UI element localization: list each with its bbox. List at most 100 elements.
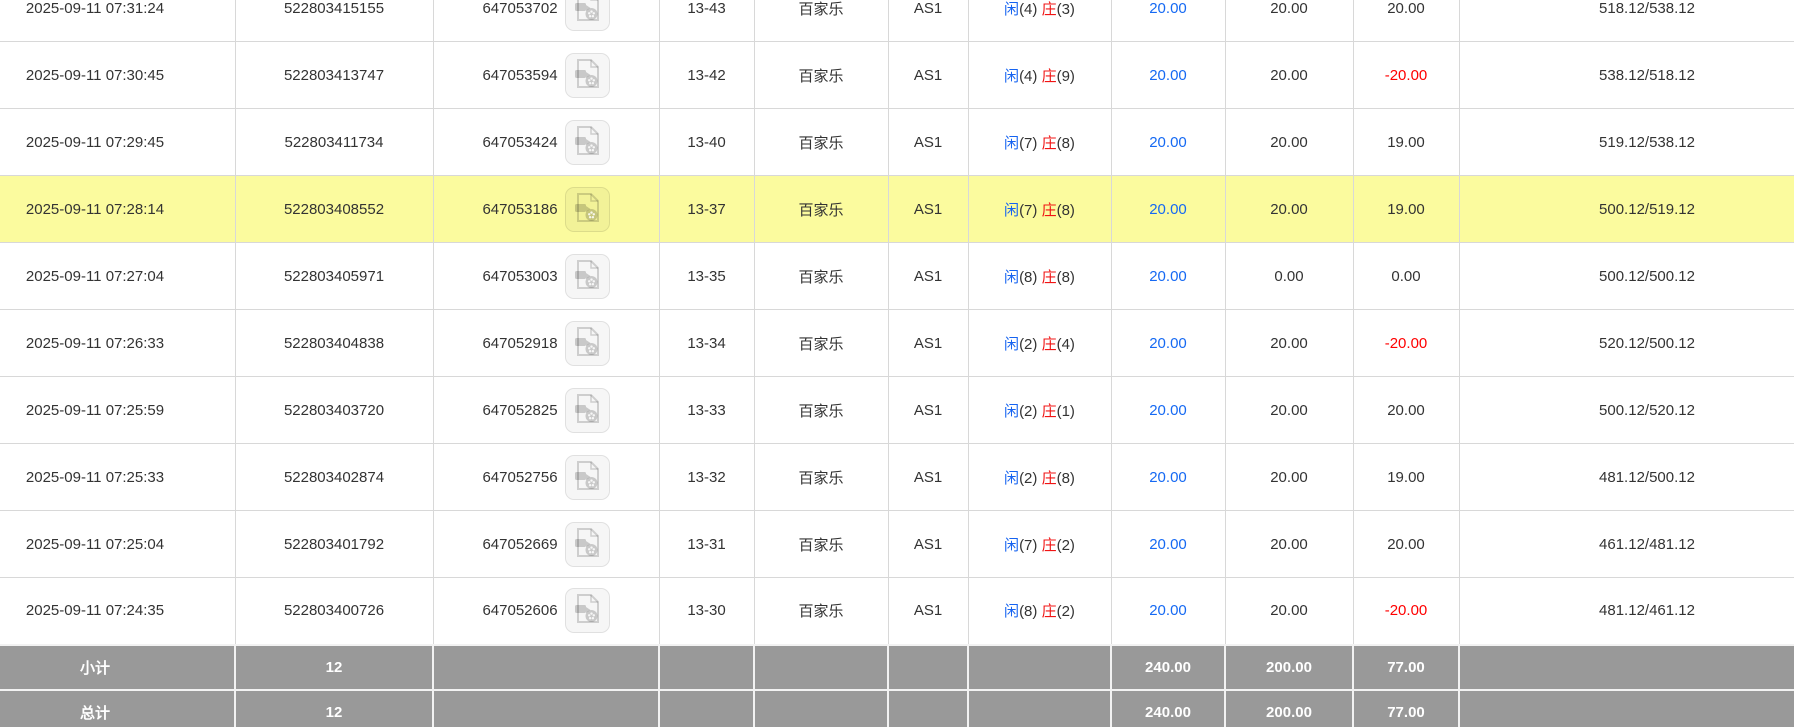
- summary-empty-cell: [753, 643, 889, 691]
- bet-amount-link[interactable]: 20.00: [1149, 602, 1187, 620]
- bet-amount-link[interactable]: 20.00: [1149, 267, 1187, 285]
- video-replay-button[interactable]: [564, 588, 610, 634]
- cell-game-name: 百家乐: [753, 41, 889, 109]
- video-replay-button[interactable]: [564, 253, 610, 299]
- video-replay-button[interactable]: [564, 119, 610, 165]
- cell-game-result: 闲(8) 庄(8): [967, 242, 1112, 310]
- cell-round-number: 13-34: [658, 309, 755, 377]
- banker-points: (2): [1056, 536, 1075, 554]
- cell-round-number: 13-33: [658, 376, 755, 444]
- cell-table-name: AS1: [887, 108, 969, 176]
- bet-amount-link[interactable]: 20.00: [1149, 401, 1187, 419]
- player-result-label: 闲: [1004, 268, 1020, 286]
- cell-win-loss: 19.00: [1352, 175, 1460, 243]
- banker-result-label: 庄: [1041, 67, 1057, 85]
- cell-balance: 538.12/518.12: [1458, 41, 1794, 109]
- bet-amount-link[interactable]: 20.00: [1149, 468, 1187, 486]
- cell-bet-amount: 20.00: [1110, 0, 1226, 42]
- cell-bet-time: 2025-09-11 07:25:04: [0, 510, 236, 578]
- player-points: (8): [1019, 268, 1038, 286]
- bet-record-row[interactable]: 2025-09-11 07:24:35 522803400726 647052606…: [0, 577, 1794, 645]
- video-replay-button[interactable]: [564, 320, 610, 366]
- video-replay-button[interactable]: [564, 52, 610, 98]
- bet-record-row[interactable]: 2025-09-11 07:25:04 522803401792 647052669…: [0, 510, 1794, 578]
- cell-game-id: 647053186: [432, 175, 660, 243]
- banker-points: (8): [1056, 201, 1075, 219]
- bet-record-row[interactable]: 2025-09-11 07:31:24 522803415155 647053702…: [0, 0, 1794, 42]
- bet-record-row[interactable]: 2025-09-11 07:25:59 522803403720 647052825…: [0, 376, 1794, 444]
- cell-balance: 500.12/520.12: [1458, 376, 1794, 444]
- player-points: (7): [1019, 134, 1038, 152]
- summary-empty-cell: [1458, 643, 1794, 691]
- cell-balance: 481.12/500.12: [1458, 443, 1794, 511]
- video-replay-button[interactable]: [564, 0, 610, 31]
- bet-amount-link[interactable]: 20.00: [1149, 66, 1187, 84]
- cell-game-id: 647052918: [432, 309, 660, 377]
- bet-record-row[interactable]: 2025-09-11 07:28:14 522803408552 647053186…: [0, 175, 1794, 243]
- cell-round-number: 13-40: [658, 108, 755, 176]
- player-points: (7): [1019, 201, 1038, 219]
- cell-bet-id: 522803408552: [234, 175, 434, 243]
- game-id-text: 647052669: [482, 535, 558, 553]
- cell-bet-id: 522803405971: [234, 242, 434, 310]
- banker-points: (9): [1056, 67, 1075, 85]
- summary-empty-cell: [658, 688, 755, 727]
- summary-win-loss-total: 77.00: [1352, 688, 1460, 727]
- bet-amount-link[interactable]: 20.00: [1149, 334, 1187, 352]
- bet-record-row[interactable]: 2025-09-11 07:30:45 522803413747 647053594…: [0, 41, 1794, 109]
- cell-round-number: 13-37: [658, 175, 755, 243]
- cell-bet-time: 2025-09-11 07:29:45: [0, 108, 236, 176]
- cell-win-loss: 0.00: [1352, 242, 1460, 310]
- cell-bet-time: 2025-09-11 07:24:35: [0, 577, 236, 645]
- cell-table-name: AS1: [887, 41, 969, 109]
- summary-count: 12: [234, 643, 434, 691]
- cell-valid-amount: 20.00: [1224, 41, 1354, 109]
- cell-valid-amount: 20.00: [1224, 108, 1354, 176]
- player-result-label: 闲: [1004, 134, 1020, 152]
- bet-amount-link[interactable]: 20.00: [1149, 133, 1187, 151]
- bet-record-row[interactable]: 2025-09-11 07:26:33 522803404838 647052918…: [0, 309, 1794, 377]
- cell-game-name: 百家乐: [753, 510, 889, 578]
- video-replay-icon: [574, 326, 601, 361]
- cell-bet-amount: 20.00: [1110, 108, 1226, 176]
- video-replay-button[interactable]: [564, 521, 610, 567]
- cell-balance: 519.12/538.12: [1458, 108, 1794, 176]
- banker-result-label: 庄: [1041, 536, 1057, 554]
- cell-bet-time: 2025-09-11 07:30:45: [0, 41, 236, 109]
- video-replay-icon: [574, 393, 601, 428]
- bet-record-row[interactable]: 2025-09-11 07:27:04 522803405971 647053003…: [0, 242, 1794, 310]
- banker-points: (4): [1056, 335, 1075, 353]
- cell-table-name: AS1: [887, 0, 969, 42]
- cell-bet-id: 522803404838: [234, 309, 434, 377]
- video-replay-icon: [574, 593, 601, 628]
- banker-result-label: 庄: [1041, 268, 1057, 286]
- cell-game-id: 647052669: [432, 510, 660, 578]
- cell-valid-amount: 20.00: [1224, 376, 1354, 444]
- bet-amount-link[interactable]: 20.00: [1149, 535, 1187, 553]
- summary-empty-cell: [432, 688, 660, 727]
- cell-game-result: 闲(2) 庄(1): [967, 376, 1112, 444]
- summary-empty-cell: [432, 643, 660, 691]
- cell-bet-time: 2025-09-11 07:27:04: [0, 242, 236, 310]
- cell-balance: 520.12/500.12: [1458, 309, 1794, 377]
- cell-game-result: 闲(7) 庄(8): [967, 175, 1112, 243]
- banker-result-label: 庄: [1041, 469, 1057, 487]
- cell-table-name: AS1: [887, 510, 969, 578]
- bet-amount-link[interactable]: 20.00: [1149, 0, 1187, 17]
- cell-game-id: 647052606: [432, 577, 660, 645]
- player-result-label: 闲: [1004, 536, 1020, 554]
- video-replay-button[interactable]: [564, 454, 610, 500]
- bet-record-row[interactable]: 2025-09-11 07:25:33 522803402874 647052756…: [0, 443, 1794, 511]
- cell-bet-id: 522803401792: [234, 510, 434, 578]
- cell-balance: 518.12/538.12: [1458, 0, 1794, 42]
- summary-empty-cell: [753, 688, 889, 727]
- video-replay-button[interactable]: [564, 387, 610, 433]
- cell-game-result: 闲(2) 庄(8): [967, 443, 1112, 511]
- bet-record-row[interactable]: 2025-09-11 07:29:45 522803411734 647053424…: [0, 108, 1794, 176]
- game-id-text: 647052606: [482, 602, 558, 620]
- video-replay-button[interactable]: [564, 186, 610, 232]
- bet-amount-link[interactable]: 20.00: [1149, 200, 1187, 218]
- cell-bet-amount: 20.00: [1110, 175, 1226, 243]
- cell-win-loss: -20.00: [1352, 577, 1460, 645]
